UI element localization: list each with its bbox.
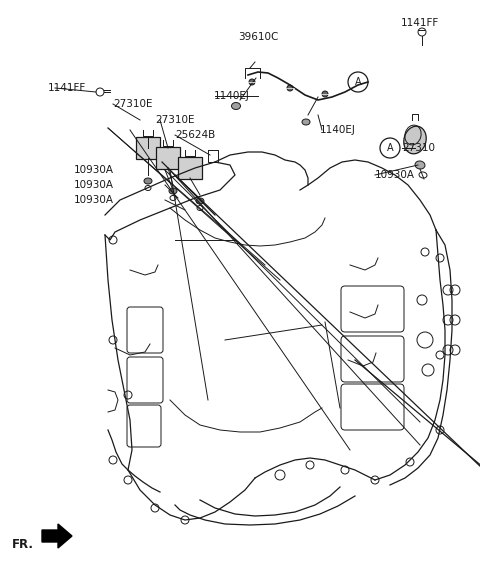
Circle shape bbox=[287, 85, 293, 91]
Ellipse shape bbox=[196, 198, 204, 204]
Text: 1141FF: 1141FF bbox=[48, 83, 86, 93]
Text: 39610C: 39610C bbox=[238, 32, 278, 42]
Text: FR.: FR. bbox=[12, 539, 34, 552]
Ellipse shape bbox=[169, 188, 177, 194]
Text: 25624B: 25624B bbox=[175, 130, 215, 140]
Text: 10930A: 10930A bbox=[74, 180, 114, 190]
Circle shape bbox=[249, 79, 255, 85]
FancyBboxPatch shape bbox=[178, 157, 202, 179]
Ellipse shape bbox=[231, 103, 240, 110]
Text: 27310: 27310 bbox=[402, 143, 435, 153]
Text: 10930A: 10930A bbox=[74, 165, 114, 175]
Text: 10930A: 10930A bbox=[74, 195, 114, 205]
Text: 27310E: 27310E bbox=[155, 115, 194, 125]
Circle shape bbox=[322, 91, 328, 97]
Text: 1141FF: 1141FF bbox=[401, 18, 439, 28]
Text: 10930A: 10930A bbox=[375, 170, 415, 180]
Ellipse shape bbox=[302, 119, 310, 125]
Ellipse shape bbox=[144, 178, 152, 184]
FancyBboxPatch shape bbox=[136, 137, 160, 159]
Text: 1140EJ: 1140EJ bbox=[214, 91, 250, 101]
FancyBboxPatch shape bbox=[156, 147, 180, 169]
Text: A: A bbox=[355, 77, 361, 87]
Text: A: A bbox=[387, 143, 393, 153]
Polygon shape bbox=[42, 524, 72, 548]
Text: 1140EJ: 1140EJ bbox=[320, 125, 356, 135]
Text: 27310E: 27310E bbox=[113, 99, 153, 109]
Ellipse shape bbox=[415, 161, 425, 169]
Ellipse shape bbox=[404, 126, 426, 154]
